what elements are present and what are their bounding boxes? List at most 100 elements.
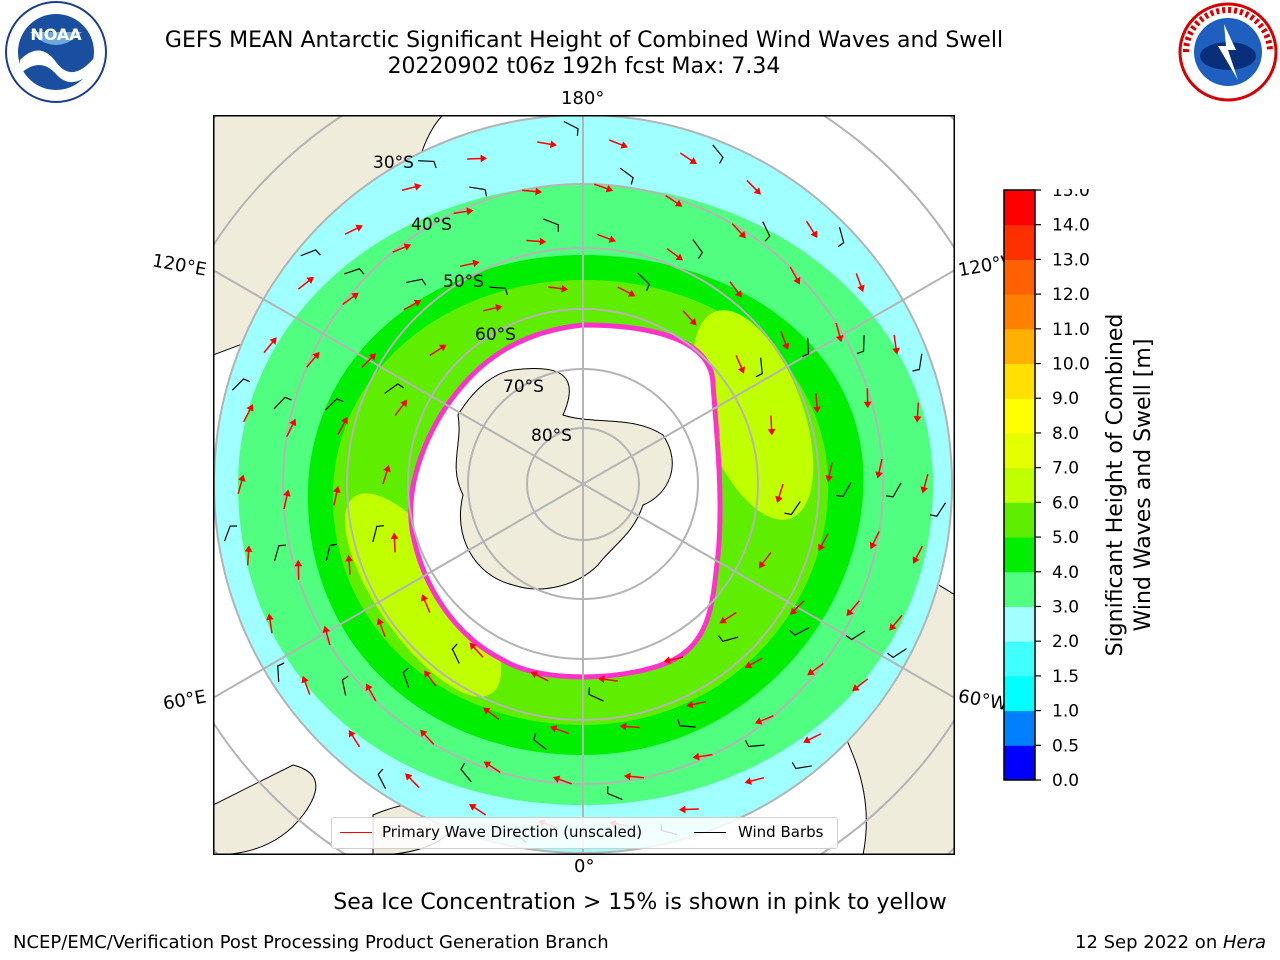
wind-barb (755, 357, 763, 378)
nws-logo (1178, 2, 1278, 102)
wave-arrow (665, 194, 678, 204)
wave-arrow-head (810, 230, 818, 239)
wave-arrow (467, 157, 482, 160)
footer-machine: Hera (1222, 932, 1266, 953)
lon-label-left-upper: 120°E (150, 250, 209, 281)
wave-arrow-head (480, 154, 488, 163)
wave-arrow (892, 614, 903, 627)
wind-barb (712, 144, 724, 164)
lon-label-right-lower: 60°W (956, 685, 1010, 716)
wave-arrow-head (312, 351, 320, 360)
wave-arrow-head (269, 337, 277, 345)
wave-arrow-head (803, 736, 811, 744)
wind-barb (791, 762, 812, 770)
wind-barb (451, 643, 460, 664)
wave-arrow (617, 286, 631, 295)
wave-arrow (746, 179, 758, 191)
wave-arrow (778, 483, 784, 498)
wave-arrow (283, 495, 288, 510)
colorbar-tick-label: 1.5 (1052, 667, 1079, 687)
wave-arrow-head (414, 183, 422, 191)
wave-arrow (594, 183, 608, 190)
wave-arrow (669, 656, 684, 662)
wind-barb (619, 167, 634, 185)
wave-arrow-head (758, 560, 766, 569)
wave-arrow (379, 623, 386, 637)
wave-arrow-head (744, 777, 752, 785)
wave-arrow (893, 334, 897, 349)
wave-arrow (849, 600, 860, 613)
wave-arrow (351, 734, 361, 748)
wind-barb (784, 501, 801, 516)
wave-arrow (459, 262, 474, 268)
wave-arrow (368, 688, 377, 702)
wave-arrow-head (744, 661, 753, 669)
colorbar-tick-label: 7.0 (1052, 459, 1079, 479)
colorbar-tick-label: 4.0 (1052, 563, 1079, 583)
wave-arrow (789, 266, 798, 280)
wave-arrow-head (351, 292, 359, 300)
colorbar-tick-label: 12.0 (1052, 285, 1090, 305)
wave-arrow-head (869, 541, 877, 550)
wave-arrow-head (852, 684, 860, 692)
wave-arrow (820, 533, 829, 547)
colorbar-segment (1004, 641, 1035, 677)
wave-arrow-head (561, 284, 569, 293)
wave-arrow-head (420, 729, 428, 737)
lat-label: 80°S (531, 426, 572, 446)
wind-barb (469, 186, 488, 197)
wave-arrow (401, 186, 416, 191)
lon-label-bottom: 0° (574, 856, 595, 877)
colorbar-tick-label: 2.0 (1052, 632, 1079, 652)
colorbar-segment (1004, 745, 1035, 781)
wave-arrow-head (246, 404, 254, 412)
wave-arrow (408, 777, 420, 789)
colorbar-tick-label: 1.0 (1052, 702, 1079, 722)
wave-arrow (724, 611, 737, 621)
wave-arrow-head (608, 235, 617, 243)
colorbar: 0.0 0.5 1.0 1.5 2.0 3.0 4.0 5.0 6.0 7.0 8.0 9.0 10.0… (1003, 189, 1090, 789)
wave-arrow-head (322, 625, 331, 634)
wave-arrow-head (813, 406, 821, 414)
colorbar-segment (1004, 398, 1035, 434)
colorbar-segment (1004, 502, 1035, 538)
wave-arrow (750, 777, 765, 782)
wind-barb (223, 525, 238, 542)
wind-barb (637, 272, 651, 291)
wave-arrow-head (400, 399, 408, 408)
wave-arrow (392, 246, 406, 253)
wave-arrow (344, 227, 358, 235)
wind-barb (563, 120, 579, 136)
wave-arrow (537, 141, 552, 146)
lat-label: 30°S (373, 153, 414, 173)
wave-arrow-head (793, 276, 801, 285)
wave-arrow (878, 458, 883, 473)
wave-arrow-head (376, 617, 384, 626)
wind-barb (372, 525, 384, 543)
wave-arrow (472, 646, 484, 658)
wind-barb (325, 398, 344, 411)
polar-map: 30°S 40°S 50°S 60°S 70°S 80°S (213, 115, 955, 855)
colorbar-segment (1004, 259, 1035, 295)
colorbar-tick-label: 8.0 (1052, 424, 1079, 444)
wave-arrow (780, 331, 787, 345)
legend-wind-barbs: Wind Barbs (738, 823, 824, 841)
wind-barb (789, 627, 810, 636)
colorbar-tick-label: 9.0 (1052, 389, 1079, 409)
wind-barb (489, 286, 508, 296)
wave-arrow-head (835, 334, 844, 343)
wave-arrow (337, 421, 346, 435)
colorbar-segment (1004, 467, 1035, 503)
map-title: GEFS MEAN Antarctic Significant Height o… (164, 28, 1004, 53)
wave-arrow-head (424, 670, 432, 678)
wave-arrow-head (738, 231, 746, 239)
wave-arrow-head (472, 259, 480, 268)
wave-arrow (453, 210, 468, 215)
lat-label: 70°S (503, 377, 544, 397)
wave-arrow-head (348, 729, 356, 738)
wind-barb (887, 648, 907, 659)
wave-arrow-head (530, 671, 539, 679)
wind-barb (836, 482, 852, 498)
wave-arrow (263, 341, 274, 354)
wave-arrow (679, 152, 693, 162)
